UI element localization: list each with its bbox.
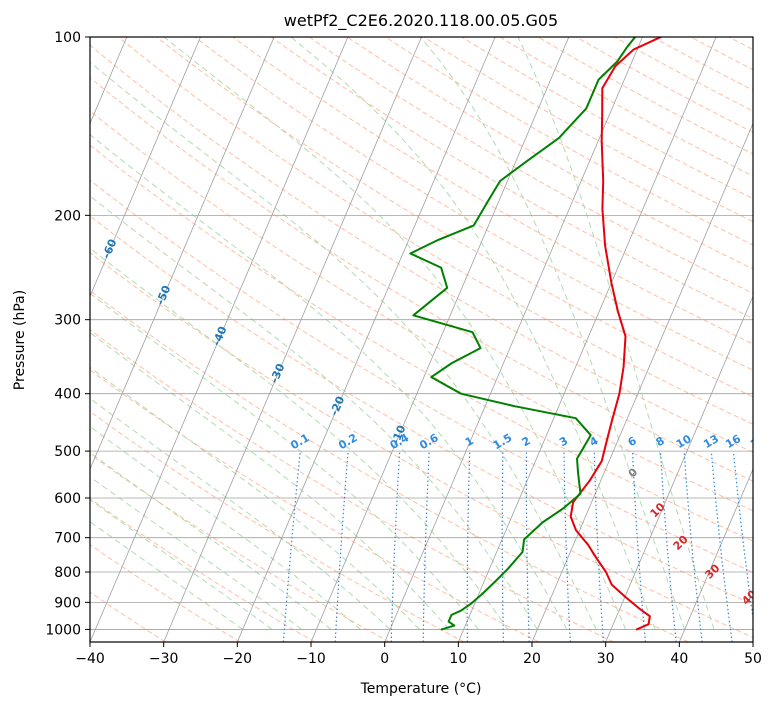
- moist-adiabat: [90, 247, 509, 630]
- x-tick-label: −10: [296, 651, 326, 667]
- dry-adiabat: [90, 329, 614, 642]
- y-tick-label: 300: [54, 313, 81, 329]
- y-tick-label: 800: [54, 565, 81, 581]
- temperature-line: [569, 37, 662, 631]
- isotherm-line: [531, 122, 753, 642]
- moist-adiabat: [90, 292, 479, 630]
- moist-adiabat: [90, 195, 538, 630]
- isotherm-line: [90, 37, 201, 298]
- dry-adiabat: [90, 369, 540, 642]
- x-tick-label: −30: [149, 651, 179, 667]
- dry-adiabat: [90, 77, 753, 482]
- x-tick-label: 50: [744, 651, 762, 667]
- dry-adiabat: [194, 37, 753, 371]
- moist-adiabat: [90, 425, 361, 630]
- mixing-ratio-line: [683, 451, 703, 642]
- isotherm-line: [310, 37, 570, 642]
- chart-title: wetPf2_C2E6.2020.118.00.05.G05: [284, 11, 558, 31]
- moist-adiabat: [419, 37, 686, 630]
- x-axis-label: Temperature (°C): [360, 681, 482, 697]
- moist-adiabat: [90, 476, 302, 630]
- axis-ticks: −40 −30 −20 −10 0 10 20 30 40 50 100 200 300 400 500 60…: [45, 30, 762, 667]
- moist-adiabat: [163, 37, 627, 630]
- x-tick-label: 0: [380, 651, 389, 667]
- mixing-ratio-line: [710, 451, 733, 642]
- dry-adiabat: [90, 44, 753, 453]
- x-tick-label: 20: [523, 651, 541, 667]
- dry-adiabat: [118, 37, 753, 425]
- isotherm-line: [678, 468, 753, 642]
- dry-adiabat: [232, 37, 753, 345]
- moist-adiabat: [90, 61, 597, 630]
- isotherm-line: [457, 37, 717, 642]
- dry-adiabat: [90, 215, 753, 606]
- plot-frame: [89, 36, 754, 643]
- dry-adiabat: [423, 37, 753, 223]
- y-axis-label: Pressure (hPa): [12, 290, 28, 390]
- isotherm-line: [90, 37, 349, 642]
- mixing-ratio-label: 20: [748, 432, 768, 451]
- dry-adiabat: [90, 179, 753, 573]
- dry-adiabat: [347, 37, 753, 270]
- moist-adiabat: [90, 397, 391, 630]
- isotherm-line: [605, 295, 753, 642]
- moist-adiabat: [90, 499, 273, 630]
- isotherm-line: [384, 37, 643, 642]
- mixing-ratio-line: [732, 451, 753, 622]
- y-tick-label: 500: [54, 444, 81, 460]
- y-tick-label: 1000: [45, 622, 81, 638]
- dry-adiabat: [461, 37, 753, 200]
- x-tick-label: 40: [670, 651, 688, 667]
- isotherm-line: [90, 37, 275, 471]
- y-tick-label: 100: [54, 30, 81, 46]
- dry-adiabat: [156, 37, 753, 398]
- y-tick-label: 400: [54, 387, 81, 403]
- x-tick-label: −40: [75, 651, 105, 667]
- moist-adiabat: [517, 37, 715, 630]
- x-tick-label: 30: [597, 651, 615, 667]
- moist-adiabat: [290, 37, 656, 630]
- x-tick-label: 10: [449, 651, 467, 667]
- moist-adiabat: [90, 521, 243, 630]
- y-tick-label: 200: [54, 208, 81, 224]
- isotherm-line: [163, 37, 422, 642]
- x-tick-label: −20: [223, 651, 253, 667]
- moist-adiabat: [90, 134, 568, 630]
- isotherm-line: [236, 37, 496, 642]
- dry-adiabat: [90, 110, 753, 512]
- dry-adiabat: [90, 290, 689, 642]
- dry-adiabat: [90, 252, 753, 639]
- y-tick-label: 700: [54, 531, 81, 547]
- dry-adiabat: [308, 37, 753, 294]
- y-tick-label: 600: [54, 491, 81, 507]
- y-tick-label: 900: [54, 595, 81, 611]
- dewpoint-line: [409, 37, 637, 631]
